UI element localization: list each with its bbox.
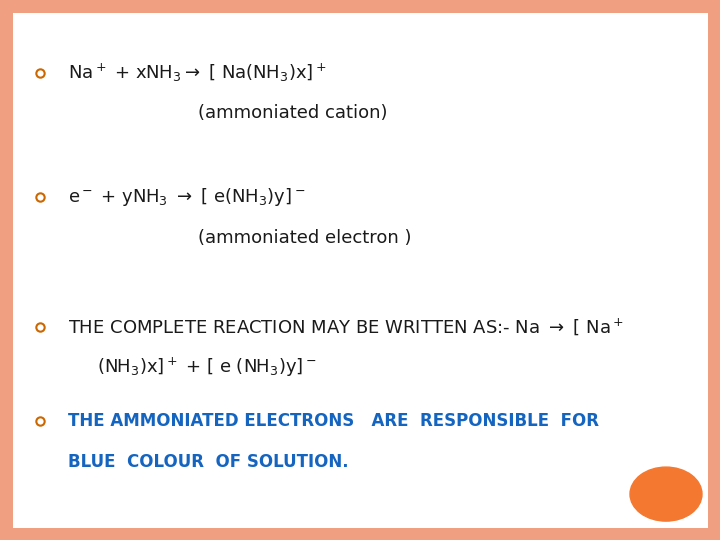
Text: Na$^+$ + xNH$_3$$\rightarrow$ [ Na(NH$_3$)x]$^+$: Na$^+$ + xNH$_3$$\rightarrow$ [ Na(NH$_3… xyxy=(68,62,327,84)
Text: (ammoniated electron ): (ammoniated electron ) xyxy=(198,228,412,247)
Text: (NH$_3$)x]$^+$ + [ e (NH$_3$)y]$^-$: (NH$_3$)x]$^+$ + [ e (NH$_3$)y]$^-$ xyxy=(97,355,317,379)
Text: THE COMPLETE REACTION MAY BE WRITTEN AS:- Na $\rightarrow$ [ Na$^+$: THE COMPLETE REACTION MAY BE WRITTEN AS:… xyxy=(68,316,624,337)
Text: (ammoniated cation): (ammoniated cation) xyxy=(198,104,387,123)
Text: e$^-$ + yNH$_3$ $\rightarrow$ [ e(NH$_3$)y]$^-$: e$^-$ + yNH$_3$ $\rightarrow$ [ e(NH$_3$… xyxy=(68,186,306,208)
Text: THE AMMONIATED ELECTRONS   ARE  RESPONSIBLE  FOR: THE AMMONIATED ELECTRONS ARE RESPONSIBLE… xyxy=(68,412,599,430)
Circle shape xyxy=(630,467,702,521)
Text: BLUE  COLOUR  OF SOLUTION.: BLUE COLOUR OF SOLUTION. xyxy=(68,453,349,471)
